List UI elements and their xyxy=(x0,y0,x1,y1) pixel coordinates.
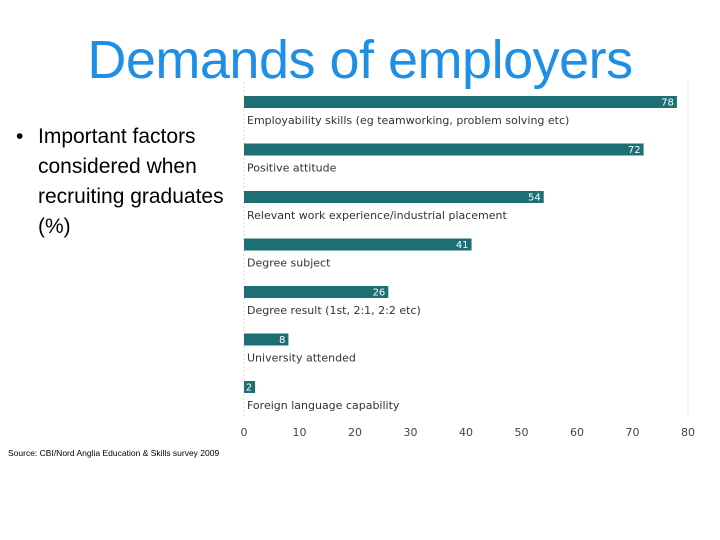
bullet-text: Important factors considered when recrui… xyxy=(38,125,224,238)
bar-value-label-2: 72 xyxy=(628,145,641,156)
x-tick-label-20: 20 xyxy=(348,426,362,439)
bar-1 xyxy=(244,96,677,108)
bar-5 xyxy=(244,286,389,298)
bar-6 xyxy=(244,333,289,346)
x-tick-label-60: 60 xyxy=(570,426,584,439)
bar-value-label-7: 2 xyxy=(246,383,252,394)
bullet-dot-icon: • xyxy=(16,125,24,148)
x-tick-label-70: 70 xyxy=(626,426,640,439)
category-label-1: Employability skills (eg teamworking, pr… xyxy=(247,114,569,127)
slide-title: Demands of employers xyxy=(87,30,633,90)
category-label-6: University attended xyxy=(247,352,356,365)
source-note: Source: CBI/Nord Anglia Education & Skil… xyxy=(8,448,220,458)
bar-value-label-1: 78 xyxy=(661,98,674,109)
x-tick-label-80: 80 xyxy=(681,426,695,439)
category-label-7: Foreign language capability xyxy=(247,399,400,412)
category-label-2: Positive attitude xyxy=(247,162,337,175)
x-tick-label-50: 50 xyxy=(515,426,529,439)
x-tick-label-30: 30 xyxy=(404,426,418,439)
bar-7 xyxy=(244,381,256,393)
bar-4 xyxy=(244,238,472,251)
bullet-point: • Important factors considered when recr… xyxy=(16,122,244,242)
category-label-4: Degree subject xyxy=(247,257,331,270)
bar-value-label-5: 26 xyxy=(373,288,386,299)
x-tick-label-10: 10 xyxy=(293,426,307,439)
bar-value-label-4: 41 xyxy=(456,240,469,251)
x-tick-label-40: 40 xyxy=(459,426,473,439)
category-label-5: Degree result (1st, 2:1, 2:2 etc) xyxy=(247,304,421,317)
x-tick-label-0: 0 xyxy=(241,426,248,439)
bar-value-label-3: 54 xyxy=(528,193,541,204)
bar-3 xyxy=(244,191,544,203)
category-label-3: Relevant work experience/industrial plac… xyxy=(247,209,508,222)
bar-2 xyxy=(244,143,644,156)
bar-value-label-6: 8 xyxy=(279,335,285,346)
